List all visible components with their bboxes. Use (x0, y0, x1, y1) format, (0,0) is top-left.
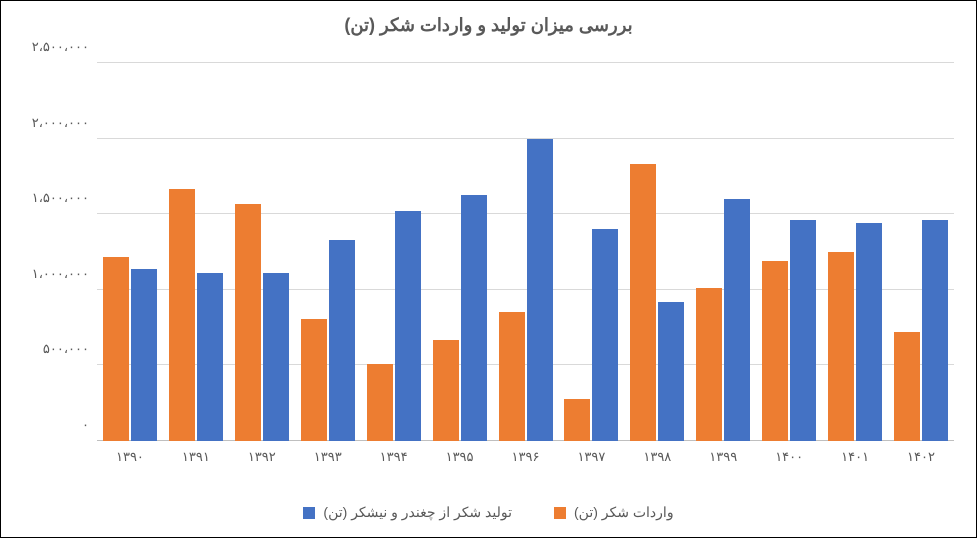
x-axis-tick-label: ۱۳۹۳ (295, 449, 361, 465)
bar-group: ۱۴۰۱ (822, 63, 888, 441)
x-axis-tick-label: ۱۳۹۰ (97, 449, 163, 465)
x-axis-tick-label: ۱۳۹۱ (163, 449, 229, 465)
x-axis-tick-label: ۱۳۹۷ (558, 449, 624, 465)
chart-frame: بررسی میزان تولید و واردات شکر (تن) ۰۵۰۰… (0, 0, 977, 538)
bar-group: ۱۳۹۴ (361, 63, 427, 441)
x-axis-tick-label: ۱۴۰۱ (822, 449, 888, 465)
bar-import (103, 257, 129, 441)
bar-group: ۱۳۹۸ (624, 63, 690, 441)
x-axis-tick-label: ۱۳۹۴ (361, 449, 427, 465)
bar-import (762, 261, 788, 441)
bar-production (461, 195, 487, 441)
bar-import (499, 312, 525, 441)
bar-import (894, 332, 920, 441)
bar-group: ۱۳۹۶ (493, 63, 559, 441)
y-axis-tick-label: ۱،۰۰۰،۰۰۰ (5, 266, 89, 282)
bar-production (724, 199, 750, 441)
bar-production (527, 139, 553, 441)
bar-group: ۱۳۹۷ (558, 63, 624, 441)
chart-title: بررسی میزان تولید و واردات شکر (تن) (1, 1, 976, 44)
bar-production (131, 269, 157, 441)
bar-group: ۱۴۰۲ (888, 63, 954, 441)
bar-production (329, 240, 355, 441)
bar-import (235, 204, 261, 441)
y-axis-tick-label: ۰ (5, 417, 89, 433)
bar-import (301, 319, 327, 441)
bar-production (197, 273, 223, 441)
bar-import (169, 189, 195, 442)
x-axis-tick-label: ۱۳۹۸ (624, 449, 690, 465)
y-axis-tick-label: ۱،۵۰۰،۰۰۰ (5, 190, 89, 206)
bar-production (658, 302, 684, 441)
y-axis-tick-label: ۲،۵۰۰،۰۰۰ (5, 39, 89, 55)
bar-import (696, 288, 722, 441)
legend-label: تولید شکر از چغندر و نیشکر (تن) (323, 504, 512, 521)
bar-group: ۱۳۹۲ (229, 63, 295, 441)
bar-import (564, 399, 590, 441)
legend-item: تولید شکر از چغندر و نیشکر (تن) (303, 504, 512, 521)
bar-import (433, 340, 459, 441)
legend-swatch (554, 507, 566, 519)
bar-group: ۱۳۹۰ (97, 63, 163, 441)
bar-import (828, 252, 854, 441)
bar-production (395, 211, 421, 441)
bar-production (592, 229, 618, 441)
bar-production (790, 220, 816, 441)
x-axis-tick-label: ۱۳۹۶ (493, 449, 559, 465)
bar-group: ۱۳۹۹ (690, 63, 756, 441)
bar-group: ۱۴۰۰ (756, 63, 822, 441)
bar-production (922, 220, 948, 441)
x-axis-tick-label: ۱۳۹۹ (690, 449, 756, 465)
x-axis-tick-label: ۱۳۹۲ (229, 449, 295, 465)
y-axis-tick-label: ۵۰۰،۰۰۰ (5, 341, 89, 357)
legend-item: واردات شکر (تن) (554, 504, 674, 521)
bar-production (263, 273, 289, 441)
legend: تولید شکر از چغندر و نیشکر (تن) واردات شک… (1, 504, 976, 521)
bar-import (367, 364, 393, 441)
bar-group: ۱۳۹۵ (427, 63, 493, 441)
legend-swatch (303, 507, 315, 519)
x-axis-tick-label: ۱۳۹۵ (427, 449, 493, 465)
x-axis-tick-label: ۱۴۰۰ (756, 449, 822, 465)
bar-groups: ۱۳۹۰۱۳۹۱۱۳۹۲۱۳۹۳۱۳۹۴۱۳۹۵۱۳۹۶۱۳۹۷۱۳۹۸۱۳۹۹… (97, 63, 954, 441)
plot-area: ۰۵۰۰،۰۰۰۱،۰۰۰،۰۰۰۱،۵۰۰،۰۰۰۲،۰۰۰،۰۰۰۲،۵۰۰… (97, 63, 954, 441)
y-axis-tick-label: ۲،۰۰۰،۰۰۰ (5, 115, 89, 131)
bar-group: ۱۳۹۱ (163, 63, 229, 441)
legend-label: واردات شکر (تن) (574, 504, 674, 521)
bar-group: ۱۳۹۳ (295, 63, 361, 441)
bar-production (856, 223, 882, 441)
bar-import (630, 164, 656, 441)
plot-region: ۰۵۰۰،۰۰۰۱،۰۰۰،۰۰۰۱،۵۰۰،۰۰۰۲،۰۰۰،۰۰۰۲،۵۰۰… (97, 63, 954, 441)
x-axis-tick-label: ۱۴۰۲ (888, 449, 954, 465)
